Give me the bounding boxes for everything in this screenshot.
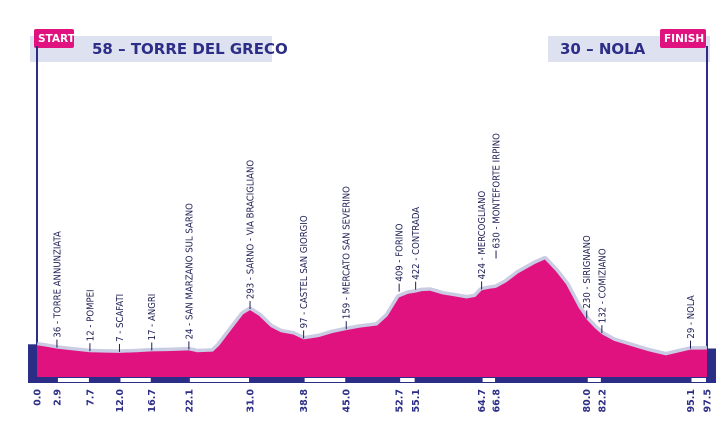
km-bar-segment bbox=[691, 378, 706, 382]
km-bar-segment bbox=[57, 378, 89, 382]
km-tick-label: 38.8 bbox=[299, 389, 310, 413]
km-tick-label: 95.1 bbox=[686, 389, 697, 412]
km-tick-label: 64.7 bbox=[477, 389, 488, 412]
finish-location-label: 30 – NOLA bbox=[560, 40, 646, 58]
km-tick-label: 12.0 bbox=[115, 389, 126, 413]
waypoint-label: 422 - CONTRADA bbox=[411, 207, 422, 280]
km-bar-segment bbox=[400, 378, 415, 382]
waypoint-label: 12 - POMPEI bbox=[85, 289, 96, 341]
km-tick-label: 55.1 bbox=[411, 389, 422, 412]
km-bar-segment bbox=[120, 378, 151, 382]
start-tag-box bbox=[34, 29, 74, 48]
km-tick-label: 52.7 bbox=[395, 389, 406, 412]
waypoint-label: 7 - SCAFATI bbox=[115, 294, 126, 342]
waypoint-label: 409 - FORINO bbox=[395, 223, 406, 281]
km-tick-label: 97.5 bbox=[702, 389, 713, 412]
waypoint-label: 29 - NOLA bbox=[686, 295, 697, 338]
waypoint-label: 424 - MERCOGLIANO bbox=[477, 191, 488, 280]
finish-edge bbox=[707, 348, 716, 377]
km-tick-label: 2.9 bbox=[52, 389, 63, 406]
km-tick-label: 22.1 bbox=[184, 389, 195, 412]
waypoint-label: 230 - SIRIGNANO bbox=[582, 235, 593, 308]
waypoint-label: 132 - COMIZIANO bbox=[597, 248, 608, 323]
waypoint-label: 17 - ANGRI bbox=[147, 294, 158, 341]
km-tick-label: 7.7 bbox=[85, 389, 96, 406]
waypoint-label: 293 - SARNO - VIA BRACIGLIANO bbox=[245, 160, 256, 299]
km-tick-label: 16.7 bbox=[147, 389, 158, 412]
km-bar-segment bbox=[304, 378, 346, 382]
km-tick-label: 66.8 bbox=[491, 389, 502, 413]
km-bar bbox=[28, 377, 716, 383]
km-tick-label: 82.2 bbox=[597, 389, 608, 412]
waypoint-label: 24 - SAN MARZANO SUL SARNO bbox=[184, 203, 195, 340]
km-tick-label: 31.0 bbox=[245, 389, 256, 413]
km-tick-label: 0.0 bbox=[32, 389, 43, 406]
km-tick-label: 80.0 bbox=[582, 389, 593, 413]
waypoint-label: 97 - CASTEL SAN GIORGIO bbox=[299, 215, 310, 328]
waypoint-label: 36 - TORRE ANNUNZIATA bbox=[52, 231, 63, 338]
waypoint-label: 159 - MERCATO SAN SEVERINO bbox=[342, 186, 353, 319]
start-edge bbox=[28, 344, 37, 377]
start-tag: START bbox=[38, 33, 76, 45]
waypoint-label: 630 - MONTEFORTE IRPINO bbox=[491, 133, 502, 249]
km-bar-segment bbox=[587, 378, 601, 382]
profile-area bbox=[28, 259, 716, 377]
finish-tag-box bbox=[660, 29, 706, 48]
finish-tag: FINISH bbox=[664, 33, 704, 45]
start-location-label: 58 – TORRE DEL GRECO bbox=[92, 40, 288, 58]
km-bar-segment bbox=[189, 378, 250, 382]
km-bar-segment bbox=[482, 378, 496, 382]
km-tick-label: 45.0 bbox=[342, 389, 353, 413]
